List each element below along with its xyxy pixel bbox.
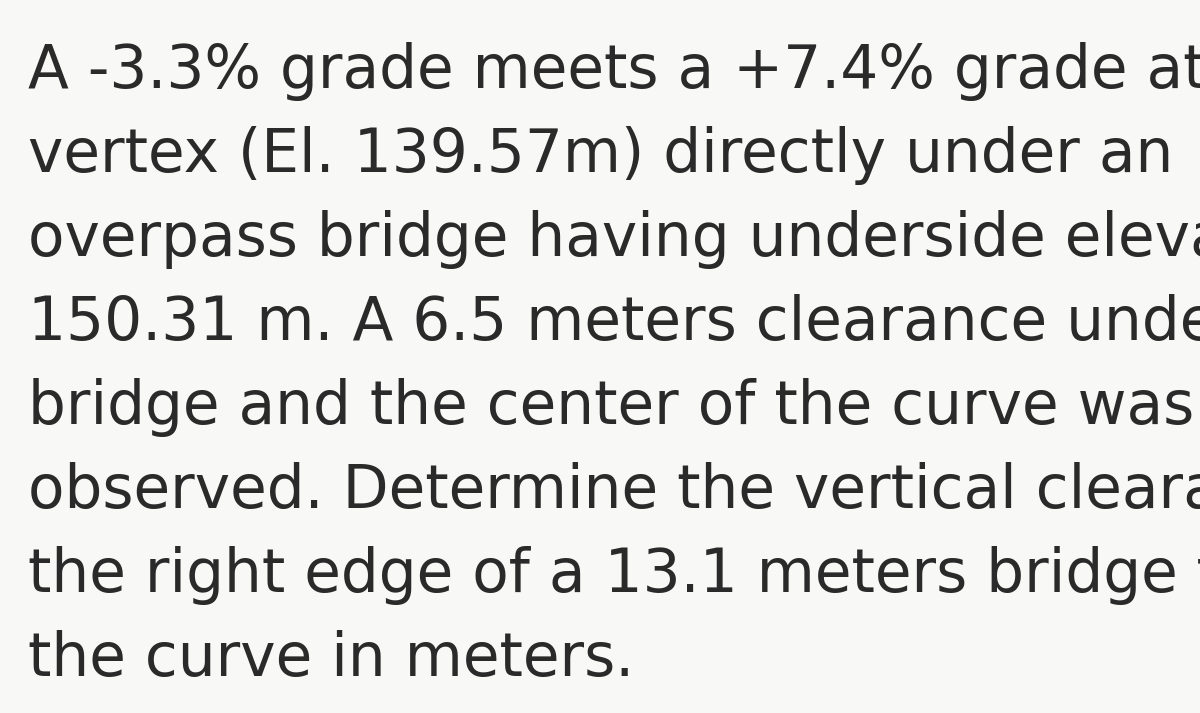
Text: the right edge of a 13.1 meters bridge from: the right edge of a 13.1 meters bridge f… — [28, 546, 1200, 605]
Text: the curve in meters.: the curve in meters. — [28, 630, 635, 689]
Text: A -3.3% grade meets a +7.4% grade at a: A -3.3% grade meets a +7.4% grade at a — [28, 42, 1200, 101]
Text: bridge and the center of the curve was: bridge and the center of the curve was — [28, 378, 1194, 437]
Text: overpass bridge having underside elevation of: overpass bridge having underside elevati… — [28, 210, 1200, 269]
Text: observed. Determine the vertical clearance at: observed. Determine the vertical clearan… — [28, 462, 1200, 521]
Text: 150.31 m. A 6.5 meters clearance under the: 150.31 m. A 6.5 meters clearance under t… — [28, 294, 1200, 353]
Text: vertex (El. 139.57m) directly under an: vertex (El. 139.57m) directly under an — [28, 126, 1174, 185]
